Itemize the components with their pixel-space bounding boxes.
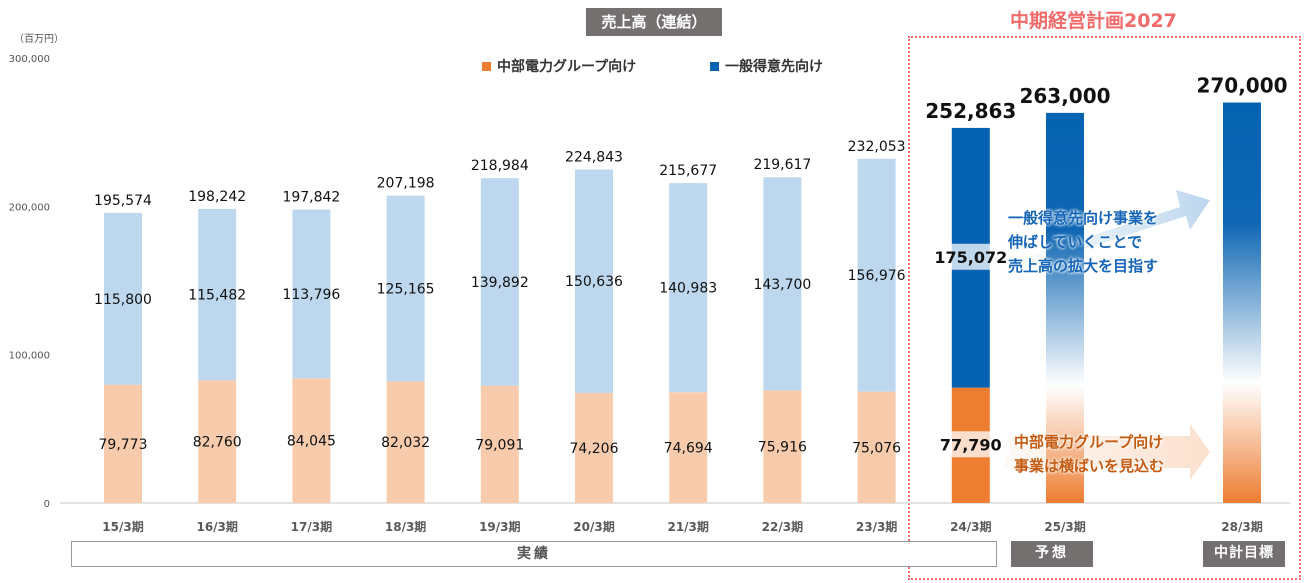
bar-segment-group	[575, 392, 613, 503]
data-label-total: 252,863	[925, 99, 1016, 123]
data-label-group: 75,916	[758, 440, 807, 456]
data-label-total: 224,843	[565, 149, 623, 165]
bar-segment-group	[480, 385, 519, 503]
plan-highlight-box	[908, 36, 1301, 580]
data-label-general: 150,636	[565, 274, 623, 290]
y-tick-label: 200,000	[9, 202, 50, 213]
bar-segment-general	[292, 209, 331, 379]
bar-segment-group	[292, 378, 331, 503]
x-tick-label: 22/3期	[762, 519, 803, 534]
legend-label: 一般得意先向け	[725, 59, 823, 75]
data-label-total: 219,617	[753, 157, 811, 173]
legend-item-group: 中部電力グループ向け	[482, 56, 636, 76]
bar-forecast	[1223, 102, 1261, 503]
chart-title: 売上高（連結）	[586, 8, 722, 36]
plan-title: 中期経営計画2027	[1010, 10, 1177, 32]
bar-segment-general	[480, 178, 519, 386]
data-label-group: 79,091	[475, 437, 524, 453]
bar-segment-general	[575, 169, 613, 393]
data-label-general: 140,983	[659, 281, 717, 297]
y-tick-label: 300,000	[9, 54, 50, 65]
bar-forecast	[1046, 112, 1084, 503]
data-label-general: 113,796	[282, 287, 340, 303]
note-line: 中部電力グループ向け	[1014, 433, 1164, 451]
unit-label: （百万円）	[14, 34, 64, 45]
data-label-total: 270,000	[1196, 74, 1287, 98]
x-tick-label: 20/3期	[573, 519, 614, 534]
note-line: 売上高の拡大を目指す	[1008, 257, 1159, 275]
x-tick-label: 15/3期	[102, 519, 143, 534]
data-label-general: 125,165	[377, 281, 435, 297]
label-band	[930, 431, 1011, 458]
data-label-total: 198,242	[188, 189, 246, 205]
data-label-group: 79,773	[99, 437, 148, 453]
note-general-growth: 一般得意先向け事業を 伸ばしていくことで 売上高の拡大を目指す	[1008, 206, 1158, 278]
data-label-general: 115,800	[94, 292, 152, 308]
data-label-total: 263,000	[1019, 84, 1110, 108]
note-line: 事業は横ばいを見込む	[1014, 457, 1165, 475]
bar-segment-group	[104, 384, 142, 503]
data-label-total: 232,053	[848, 139, 906, 155]
data-label-general: 139,892	[471, 275, 529, 291]
note-group-flat: 中部電力グループ向け 事業は横ばいを見込む	[1014, 430, 1164, 478]
bar-segment-general	[104, 212, 142, 385]
legend-label: 中部電力グループ向け	[497, 59, 637, 75]
legend-swatch-orange	[482, 61, 491, 71]
data-label-general: 156,976	[848, 268, 906, 284]
x-tick-label: 25/3期	[1044, 519, 1085, 534]
data-label-group: 75,076	[852, 440, 901, 456]
period-target: 中計目標	[1203, 541, 1285, 567]
x-tick-label: 23/3期	[856, 519, 897, 534]
y-tick-label: 100,000	[9, 351, 50, 362]
bar-segment-general	[198, 208, 237, 381]
note-line: 一般得意先向け事業を	[1008, 209, 1159, 227]
x-tick-label: 18/3期	[385, 519, 426, 534]
bar-segment-group	[857, 391, 896, 503]
data-label-total: 197,842	[282, 190, 340, 206]
data-label-group: 84,045	[287, 434, 336, 450]
y-tick-label: 0	[44, 499, 50, 510]
bar-segment-general	[386, 195, 425, 382]
data-label-group: 74,206	[570, 441, 619, 457]
bar-segment-general	[669, 183, 708, 393]
bar-segment-group	[669, 392, 708, 503]
x-tick-label: 24/3期	[950, 519, 991, 534]
data-label-total: 207,198	[377, 176, 435, 192]
bar-segment-group	[386, 381, 425, 503]
data-label-group: 82,760	[193, 435, 242, 451]
bar-segment-general	[857, 158, 896, 392]
data-label-general: 143,700	[753, 277, 811, 293]
bar-segment-group	[198, 380, 237, 503]
legend-swatch-blue	[710, 61, 719, 71]
data-label-general: 175,072	[934, 248, 1007, 267]
bar-segment-group	[763, 390, 802, 503]
note-line: 伸ばしていくことで	[1008, 233, 1143, 251]
x-tick-label: 17/3期	[291, 519, 332, 534]
label-band	[930, 243, 1011, 270]
data-label-total: 215,677	[659, 163, 717, 179]
x-tick-label: 21/3期	[667, 519, 708, 534]
legend-item-general: 一般得意先向け	[710, 56, 823, 76]
data-label-general: 115,482	[188, 288, 246, 304]
x-tick-label: 28/3期	[1221, 519, 1262, 534]
period-actual: 実績	[71, 541, 997, 567]
data-label-group: 82,032	[381, 435, 430, 451]
bar-segment-general	[763, 177, 802, 391]
x-tick-label: 19/3期	[479, 519, 520, 534]
data-label-total: 195,574	[94, 193, 152, 209]
period-forecast: 予想	[1011, 541, 1093, 567]
data-label-group: 77,790	[940, 435, 1002, 454]
data-label-total: 218,984	[471, 158, 529, 174]
x-tick-label: 16/3期	[196, 519, 237, 534]
data-label-group: 74,694	[664, 441, 713, 457]
